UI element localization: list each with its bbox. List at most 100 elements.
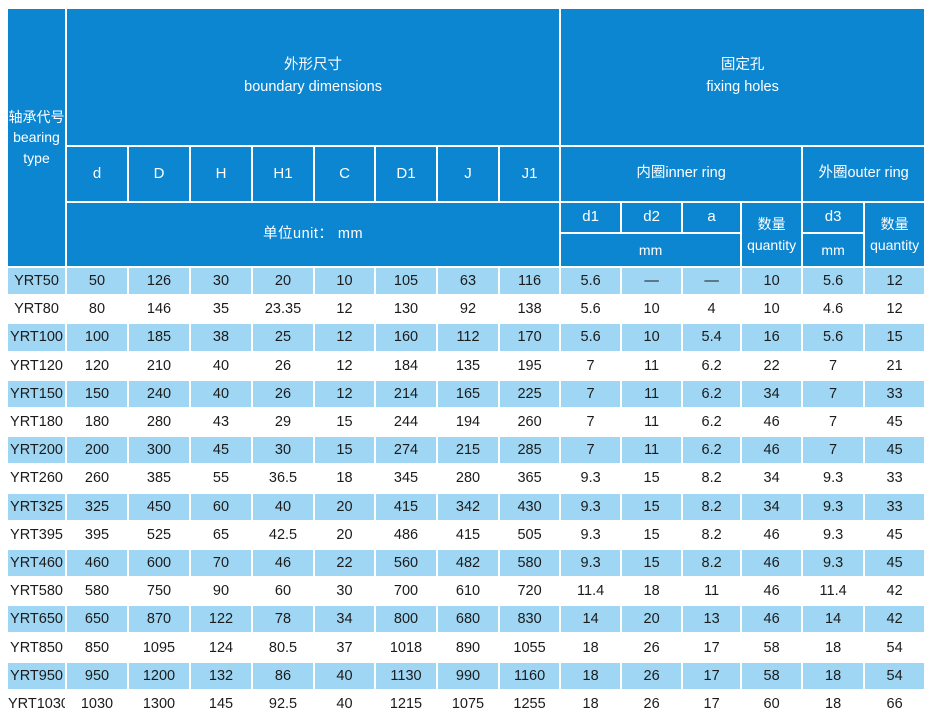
- cell-d3: 9.3: [801, 463, 866, 494]
- table-row: YRT325 325 450 60 40 20 415 342 430 9.3 …: [6, 491, 927, 522]
- table-row: YRT100 100 185 38 25 12 160 112 170 5.6 …: [6, 322, 927, 353]
- bearing-type-cell: YRT650: [6, 604, 67, 635]
- cell-outer-quantity: 45: [863, 519, 927, 550]
- cell-J1: 1160: [497, 660, 562, 691]
- header-col-J1: J1: [497, 145, 562, 203]
- cell-D1: 130: [374, 294, 438, 325]
- cell-D: 450: [127, 491, 191, 522]
- cell-d: 850: [65, 632, 129, 663]
- cell-outer-quantity: 66: [863, 688, 927, 720]
- cell-H1: 86: [251, 660, 315, 691]
- cell-D: 1300: [127, 688, 191, 720]
- cell-J: 215: [436, 435, 500, 466]
- cell-D1: 700: [374, 576, 438, 607]
- cell-H1: 80.5: [251, 632, 315, 663]
- header-outer-mm: mm: [801, 232, 866, 268]
- cell-inner-quantity: 58: [740, 632, 804, 663]
- cell-J1: 1055: [497, 632, 562, 663]
- cell-outer-quantity: 42: [863, 604, 927, 635]
- cell-H: 90: [189, 576, 253, 607]
- cell-d2: —: [620, 265, 684, 297]
- cell-D: 240: [127, 378, 191, 409]
- cell-d2: 18: [620, 576, 684, 607]
- table-row: YRT460 460 600 70 46 22 560 482 580 9.3 …: [6, 547, 927, 579]
- cell-D1: 1018: [374, 632, 438, 663]
- cell-D1: 1130: [374, 660, 438, 691]
- cell-H: 43: [189, 406, 253, 438]
- cell-J: 415: [436, 519, 500, 550]
- table-row: YRT650 650 870 122 78 34 800 680 830 14 …: [6, 604, 927, 635]
- cell-J: 1075: [436, 688, 500, 720]
- cell-d: 325: [65, 491, 129, 522]
- cell-outer-quantity: 42: [863, 576, 927, 607]
- header-column-letter-row: d D H H1 C D1 J J1 内圈inner ring 外圈outer …: [7, 145, 927, 203]
- bearing-type-cell: YRT120: [6, 350, 67, 381]
- cell-d2: 26: [620, 660, 684, 691]
- cell-d2: 26: [620, 688, 684, 720]
- cell-inner-quantity: 46: [740, 435, 804, 466]
- cell-D1: 800: [374, 604, 438, 635]
- bearing-spec-table: 轴承代号 bearing type 外形尺寸 boundary dimensio…: [6, 7, 927, 720]
- cell-D1: 244: [374, 406, 438, 438]
- cell-d1: 18: [559, 660, 623, 691]
- table-row: YRT80 80 146 35 23.35 12 130 92 138 5.6 …: [6, 294, 927, 325]
- cell-a: 8.2: [681, 547, 743, 579]
- cell-H1: 30: [251, 435, 315, 466]
- cell-inner-quantity: 34: [740, 463, 804, 494]
- header-col-D1: D1: [374, 145, 438, 203]
- header-col-H: H: [189, 145, 253, 203]
- bearing-type-cell: YRT80: [6, 294, 67, 325]
- cell-H: 38: [189, 322, 253, 353]
- header-inner-ring-group: 内圈inner ring: [559, 145, 804, 203]
- table-row: YRT850 850 1095 124 80.5 37 1018 890 105…: [6, 632, 927, 663]
- cell-outer-quantity: 33: [863, 463, 927, 494]
- header-inner-mm: mm: [559, 232, 743, 268]
- header-unit-mm: 单位unit： mm: [64, 201, 562, 268]
- cell-H1: 36.5: [251, 463, 315, 494]
- cell-H: 45: [189, 435, 253, 466]
- table-row: YRT950 950 1200 132 86 40 1130 990 1160 …: [6, 660, 927, 691]
- cell-J: 112: [436, 322, 500, 353]
- cell-d3: 7: [801, 406, 866, 438]
- cell-D: 126: [127, 265, 191, 297]
- bearing-type-cell: YRT460: [6, 547, 67, 579]
- cell-d2: 11: [620, 435, 684, 466]
- cell-D1: 274: [374, 435, 438, 466]
- cell-C: 12: [313, 350, 376, 381]
- cell-H1: 20: [251, 265, 315, 297]
- cell-d: 200: [65, 435, 129, 466]
- bearing-type-cell: YRT325: [6, 491, 67, 522]
- cell-D1: 560: [374, 547, 438, 579]
- cell-d: 1030: [65, 688, 129, 720]
- cell-H1: 46: [251, 547, 315, 579]
- cell-d3: 7: [801, 350, 866, 381]
- cell-H1: 78: [251, 604, 315, 635]
- cell-H: 40: [189, 378, 253, 409]
- cell-d3: 5.6: [801, 322, 866, 353]
- cell-d1: 18: [559, 688, 623, 720]
- cell-C: 40: [313, 660, 376, 691]
- cell-D: 600: [127, 547, 191, 579]
- cell-H: 40: [189, 350, 253, 381]
- cell-J1: 260: [497, 406, 562, 438]
- cell-D1: 486: [374, 519, 438, 550]
- cell-d3: 7: [801, 435, 866, 466]
- bearing-type-cell: YRT50: [6, 265, 67, 297]
- cell-d1: 9.3: [559, 491, 623, 522]
- table-row: YRT580 580 750 90 60 30 700 610 720 11.4…: [6, 576, 927, 607]
- cell-H1: 26: [251, 350, 315, 381]
- cell-C: 15: [313, 406, 376, 438]
- cell-outer-quantity: 45: [863, 406, 927, 438]
- cell-outer-quantity: 54: [863, 632, 927, 663]
- cell-d1: 18: [559, 632, 623, 663]
- cell-outer-quantity: 12: [863, 294, 927, 325]
- table-row: YRT180 180 280 43 29 15 244 194 260 7 11…: [6, 406, 927, 438]
- cell-H: 35: [189, 294, 253, 325]
- cell-a: 8.2: [681, 519, 743, 550]
- cell-inner-quantity: 10: [740, 294, 804, 325]
- cell-d3: 5.6: [801, 265, 866, 297]
- header-boundary-dimensions-group: 外形尺寸 boundary dimensions: [64, 7, 562, 147]
- cell-D1: 184: [374, 350, 438, 381]
- cell-d1: 11.4: [559, 576, 623, 607]
